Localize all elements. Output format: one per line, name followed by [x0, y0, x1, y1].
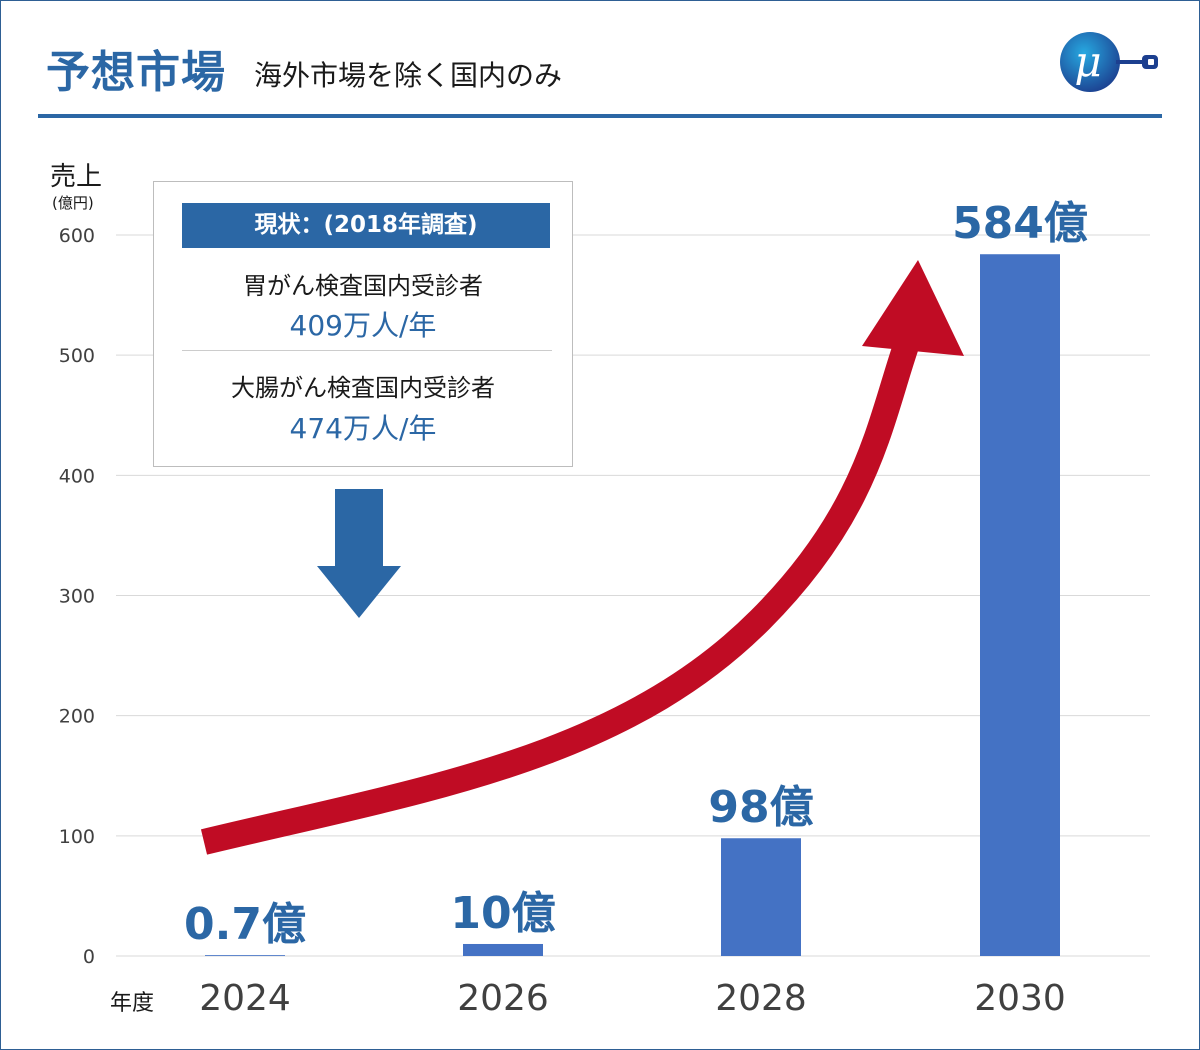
- x-tick-label: 2024: [199, 978, 291, 1019]
- curved-arrow-up-icon: [200, 335, 921, 855]
- bar-2028: [721, 838, 801, 956]
- y-tick-label: 300: [59, 586, 95, 608]
- stomach-exam-value: 409万人/年: [289, 309, 437, 342]
- y-tick-label: 600: [59, 225, 95, 247]
- x-axis-label: 年度: [110, 991, 155, 1016]
- x-tick-label: 2028: [715, 978, 807, 1019]
- y-axis-label: 売上: [50, 162, 103, 192]
- arrow-down-icon: [317, 489, 401, 618]
- y-tick-label: 200: [59, 706, 95, 728]
- x-tick-label: 2030: [974, 978, 1066, 1019]
- y-tick-label: 100: [59, 826, 95, 848]
- page-title: 予想市場: [46, 47, 226, 98]
- info-box-heading: 現状：(2018年調査): [182, 203, 550, 248]
- colon-exam-value: 474万人/年: [289, 412, 437, 445]
- info-box-divider: [182, 350, 552, 351]
- bar-2024: [205, 955, 285, 956]
- data-label: 584億: [952, 198, 1088, 249]
- y-tick-label: 0: [83, 946, 95, 968]
- stomach-exam-label: 胃がん検査国内受診者: [243, 272, 483, 300]
- bar-2030: [980, 254, 1060, 956]
- status-info-box: 現状：(2018年調査) 胃がん検査国内受診者 409万人/年 大腸がん検査国内…: [153, 181, 573, 467]
- data-label: 98億: [708, 782, 813, 833]
- data-label: 0.7億: [184, 899, 306, 950]
- title-divider: [38, 114, 1162, 118]
- data-label: 10億: [450, 888, 555, 939]
- svg-text:μ: μ: [1074, 37, 1101, 86]
- x-tick-label: 2026: [457, 978, 549, 1019]
- y-tick-label: 400: [59, 465, 95, 487]
- colon-exam-label: 大腸がん検査国内受診者: [231, 374, 495, 402]
- page-subtitle: 海外市場を除く国内のみ: [254, 59, 563, 92]
- y-tick-label: 500: [59, 345, 95, 367]
- curved-arrow-up-head: [862, 260, 964, 356]
- y-axis-unit: (億円): [52, 194, 94, 212]
- mu-logo-icon: μ: [1060, 32, 1158, 92]
- bar-2026: [463, 943, 543, 956]
